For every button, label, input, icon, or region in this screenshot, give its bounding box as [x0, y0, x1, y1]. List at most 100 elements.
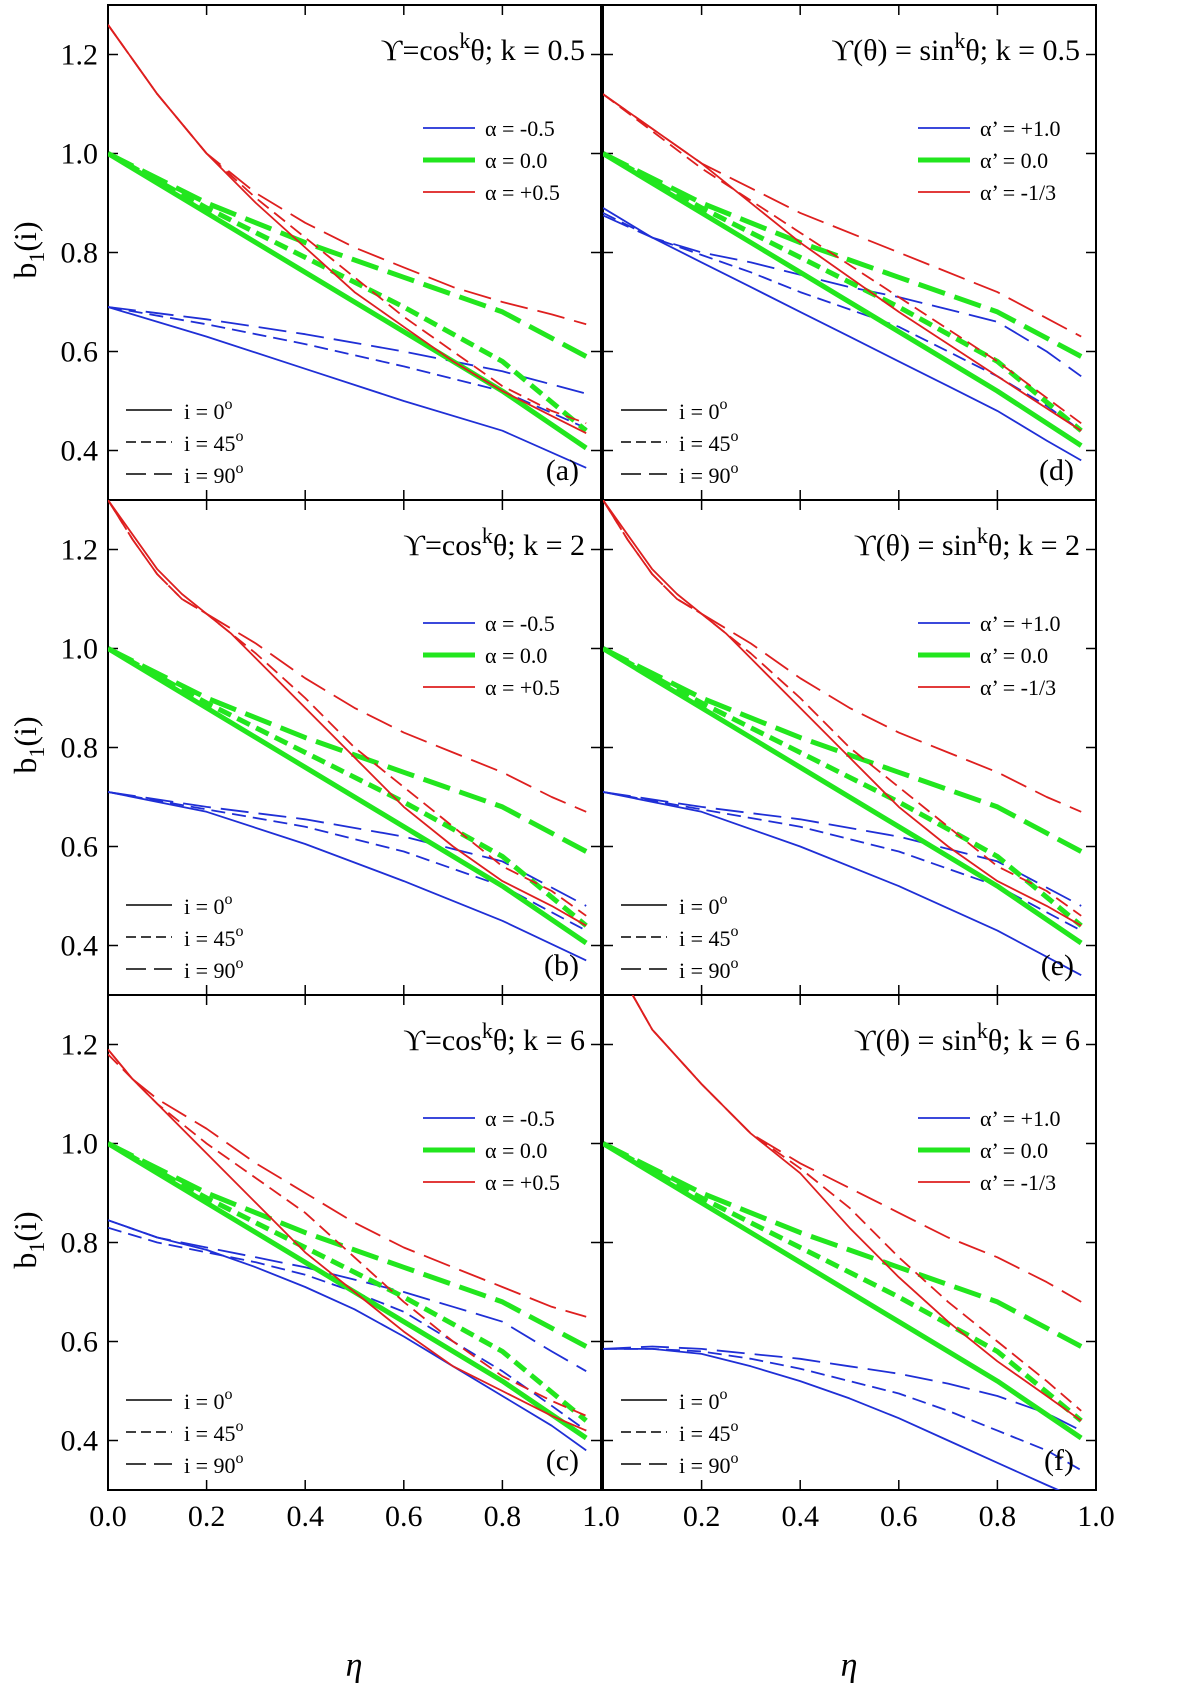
- plot-frame: [107, 499, 602, 996]
- series-line-red-solid: [108, 500, 587, 927]
- inclination-label: i = 90o: [184, 460, 244, 488]
- panel-title: ϒ=coskθ; k = 2: [403, 523, 585, 562]
- panel-tag: (b): [544, 949, 579, 982]
- series-line-red-dashed: [603, 500, 1082, 917]
- inclination-label: i = 90o: [184, 955, 244, 983]
- series-line-green-longdash: [108, 646, 588, 854]
- inclination-label: i = 0o: [184, 396, 233, 424]
- y-tick-label: 0.6: [61, 831, 99, 864]
- panel-title: ϒ=coskθ; k = 0.5: [381, 28, 585, 67]
- x-tick-label: 0.0: [89, 1500, 127, 1533]
- panel-tag: (a): [546, 454, 579, 487]
- panels: 0.4 0.6 0.8 1.0 1.2 ϒ=coskθ; k = 0.5 α = -0.5 α…: [61, 4, 1115, 1533]
- series-line-red-dashed: [603, 93, 1082, 425]
- plot-frame: [602, 994, 1097, 1491]
- panel-title: ϒ=coskθ; k = 6: [403, 1018, 585, 1057]
- series-line-blue-longdash: [603, 1345, 1082, 1432]
- series-line-blue-solid: [603, 791, 1082, 976]
- series-line-blue-longdash: [108, 1219, 587, 1372]
- panel-b: 0.4 0.6 0.8 1.0 1.2 ϒ=coskθ; k = 2 α = -0.5 α =…: [61, 499, 602, 996]
- series-line-blue-solid: [603, 1348, 1061, 1490]
- y-tick-label: 1.2: [61, 534, 99, 567]
- series-line-green-dashed: [108, 151, 588, 433]
- y-tick-label: 0.4: [61, 435, 99, 468]
- series-line-blue-dashed: [603, 1348, 1082, 1471]
- series-line-blue-solid: [108, 306, 587, 469]
- panel-tag: (e): [1041, 949, 1074, 982]
- y-tick-label: 1.0: [61, 633, 99, 666]
- x-tick-label: 0.4: [781, 1500, 819, 1533]
- series-line-green-longdash: [603, 646, 1083, 854]
- series-line-green-dashed: [603, 151, 1083, 433]
- plot-frame: [107, 4, 602, 501]
- panel-c: 0.4 0.6 0.8 1.0 1.2 0.0 0.2 0.4 0.6 0.8 1.0 ϒ=coskθ…: [61, 994, 620, 1533]
- series-line-red-longdash: [108, 24, 587, 326]
- x-tick-label: 0.2: [188, 1500, 226, 1533]
- legend-label: α = +0.5: [485, 675, 560, 700]
- x-tick-label: 0.8: [484, 1500, 522, 1533]
- y-tick-label: 0.8: [61, 732, 99, 765]
- legend-label: α’ = -1/3: [980, 675, 1056, 700]
- series-line-green-longdash: [108, 1141, 588, 1349]
- legend-label: α = 0.0: [485, 148, 547, 173]
- panel-tag: (c): [546, 1444, 579, 1477]
- legend-label: α’ = +1.0: [980, 116, 1061, 141]
- panel-e: ϒ(θ) = sinkθ; k = 2 α’ = +1.0 α’ = 0.0 α’ =…: [602, 499, 1097, 996]
- series-line-green-longdash: [603, 151, 1083, 359]
- legend-label: α’ = +1.0: [980, 611, 1061, 636]
- legend-label: α = +0.5: [485, 180, 560, 205]
- series-group: [108, 500, 588, 962]
- series-line-red-longdash: [603, 93, 1082, 338]
- legend-label: α = 0.0: [485, 1138, 547, 1163]
- inclination-label: i = 45o: [679, 1418, 739, 1446]
- x-axis-label-right: η: [841, 1647, 858, 1684]
- series-group: [603, 500, 1083, 976]
- y-tick-label: 0.6: [61, 336, 99, 369]
- series-line-blue-longdash: [108, 791, 587, 907]
- legend-label: α = 0.0: [485, 643, 547, 668]
- series-line-green-solid: [603, 151, 1083, 448]
- series-group: [603, 995, 1083, 1490]
- series-line-red-solid: [108, 24, 587, 435]
- series-group: [603, 93, 1083, 462]
- y-tick-label: 0.4: [61, 930, 99, 963]
- plot-frame: [602, 499, 1097, 996]
- series-line-green-longdash: [108, 151, 588, 359]
- panel-d: ϒ(θ) = sinkθ; k = 0.5 α’ = +1.0 α’ = 0.0 α’…: [602, 4, 1097, 501]
- x-tick-label: 0.8: [979, 1500, 1017, 1533]
- series-line-blue-dashed: [108, 306, 587, 430]
- inclination-label: i = 45o: [679, 923, 739, 951]
- series-line-red-dashed: [108, 1053, 587, 1417]
- inclination-label: i = 45o: [184, 428, 244, 456]
- legend-label: α = -0.5: [485, 116, 555, 141]
- series-line-blue-solid: [108, 1219, 587, 1452]
- inclination-label: i = 0o: [184, 1386, 233, 1414]
- series-line-green-solid: [108, 646, 588, 946]
- inclination-label: i = 45o: [679, 428, 739, 456]
- inclination-label: i = 90o: [679, 1450, 739, 1478]
- series-line-blue-solid: [603, 207, 1082, 462]
- series-line-green-solid: [603, 1141, 1083, 1441]
- y-tick-label: 1.0: [61, 1128, 99, 1161]
- series-line-green-solid: [603, 646, 1083, 946]
- y-tick-label: 1.2: [61, 1029, 99, 1062]
- x-tick-label: 1.0: [1077, 1500, 1115, 1533]
- series-line-green-dashed: [603, 1141, 1083, 1423]
- inclination-label: i = 0o: [679, 1386, 728, 1414]
- legend-label: α = +0.5: [485, 1170, 560, 1195]
- inclination-label: i = 0o: [679, 891, 728, 919]
- y-axis-label-middle: b1(i): [7, 716, 49, 773]
- y-tick-label: 1.2: [61, 39, 99, 72]
- y-axis-label-top: b1(i): [7, 221, 49, 278]
- inclination-label: i = 90o: [679, 460, 739, 488]
- inclination-label: i = 45o: [184, 923, 244, 951]
- panel-title: ϒ(θ) = sinkθ; k = 2: [854, 523, 1080, 562]
- panel-a: 0.4 0.6 0.8 1.0 1.2 ϒ=coskθ; k = 0.5 α = -0.5 α…: [61, 4, 602, 501]
- series-group: [108, 24, 588, 469]
- panel-title: ϒ(θ) = sinkθ; k = 0.5: [831, 28, 1080, 67]
- inclination-label: i = 45o: [184, 1418, 244, 1446]
- series-line-red-solid: [631, 995, 1082, 1422]
- y-tick-label: 0.8: [61, 237, 99, 270]
- series-line-red-longdash: [631, 995, 1082, 1303]
